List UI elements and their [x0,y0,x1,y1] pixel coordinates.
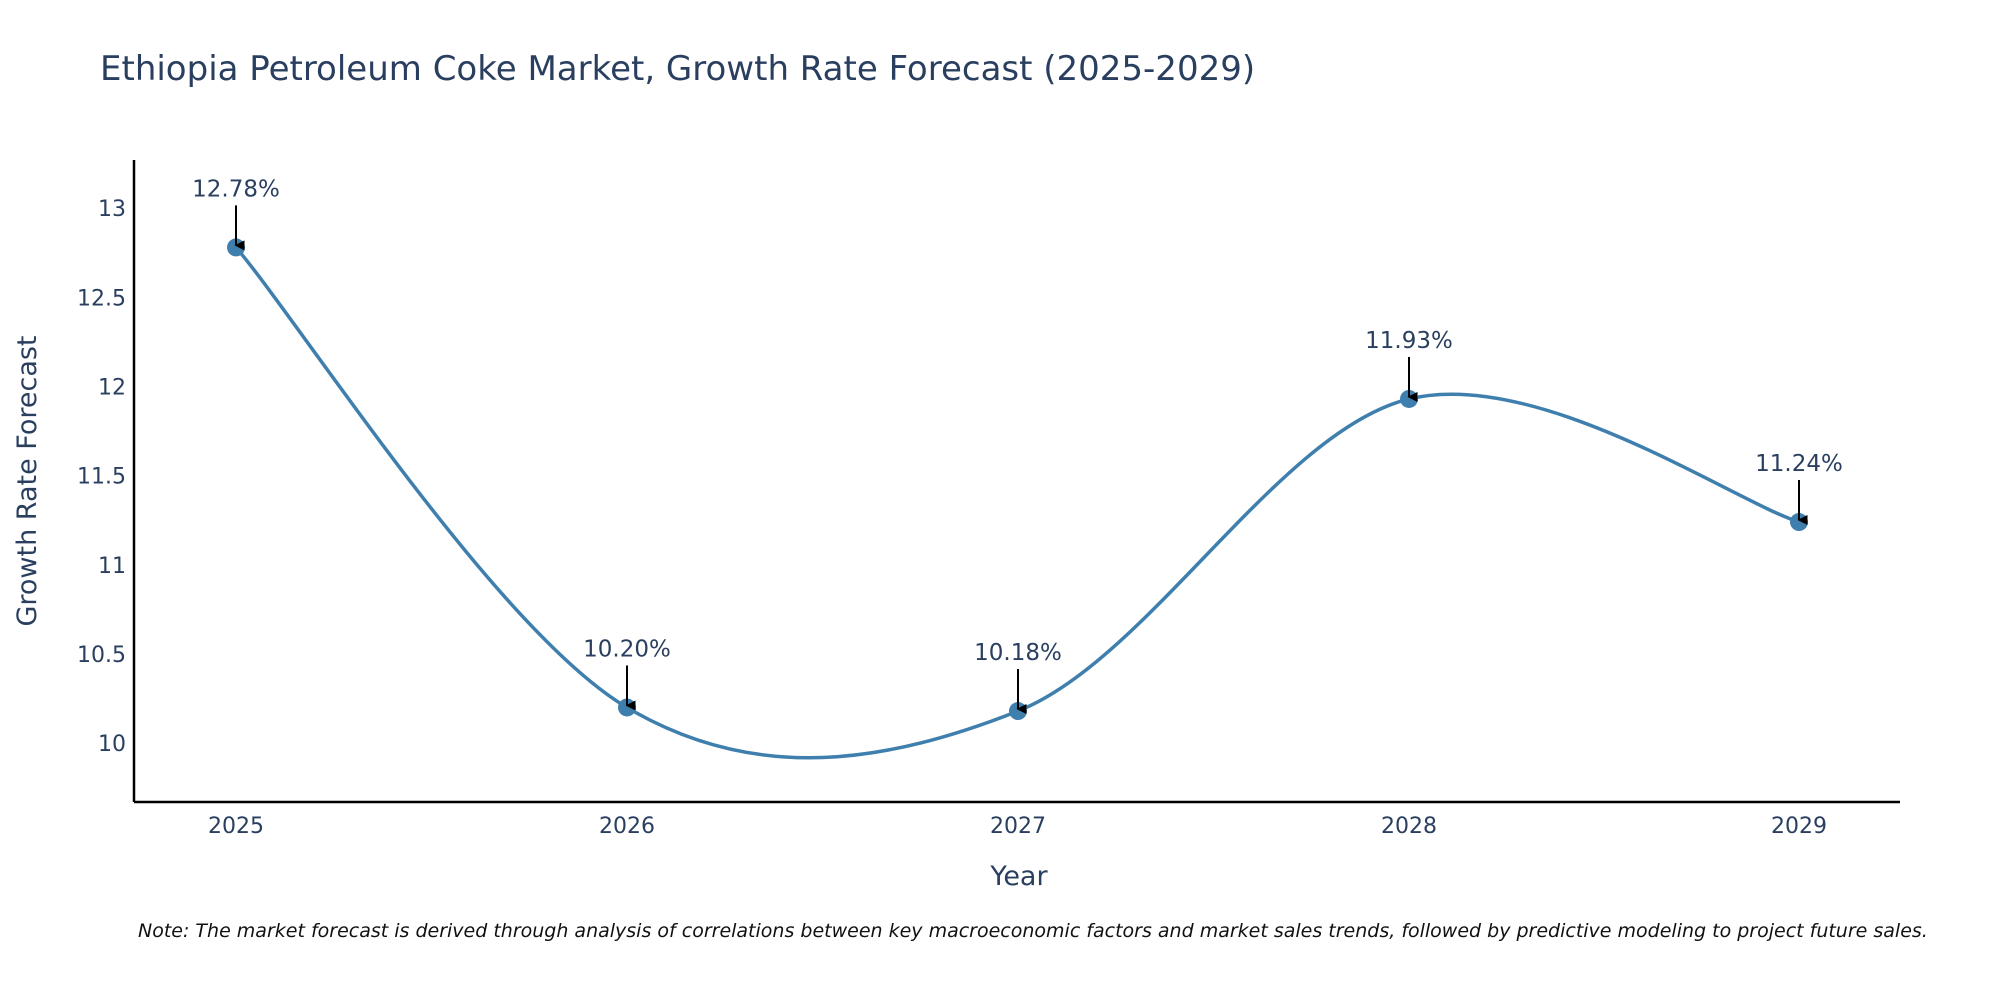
data-label: 10.18% [974,640,1062,666]
y-tick-label: 11.5 [77,465,126,490]
x-tick-label: 2028 [1381,814,1437,839]
data-label: 10.20% [583,636,671,662]
y-axis-ticks: 10 10.5 11 11.5 12 12.5 13 [77,197,126,757]
x-tick-label: 2029 [1771,814,1827,839]
data-labels: 12.78% 10.20% 10.18% 11.93% 11.24% [192,176,1843,715]
y-tick-label: 12 [98,375,126,400]
data-label: 11.93% [1365,328,1453,354]
y-tick-label: 12.5 [77,286,126,311]
y-tick-label: 11 [98,554,126,579]
x-tick-label: 2025 [208,814,264,839]
data-label: 12.78% [192,176,280,202]
y-tick-label: 10.5 [77,643,126,668]
chart-title: Ethiopia Petroleum Coke Market, Growth R… [100,49,1255,89]
y-axis-title: Growth Rate Forecast [12,335,43,626]
y-tick-label: 10 [98,732,126,757]
x-axis-title: Year [989,861,1048,892]
forecast-note: Note: The market forecast is derived thr… [138,920,1928,942]
x-tick-label: 2026 [599,814,655,839]
x-tick-label: 2027 [990,814,1046,839]
y-tick-label: 13 [98,197,126,222]
x-axis-ticks: 2025 2026 2027 2028 2029 [208,814,1827,839]
data-label: 11.24% [1755,451,1843,477]
